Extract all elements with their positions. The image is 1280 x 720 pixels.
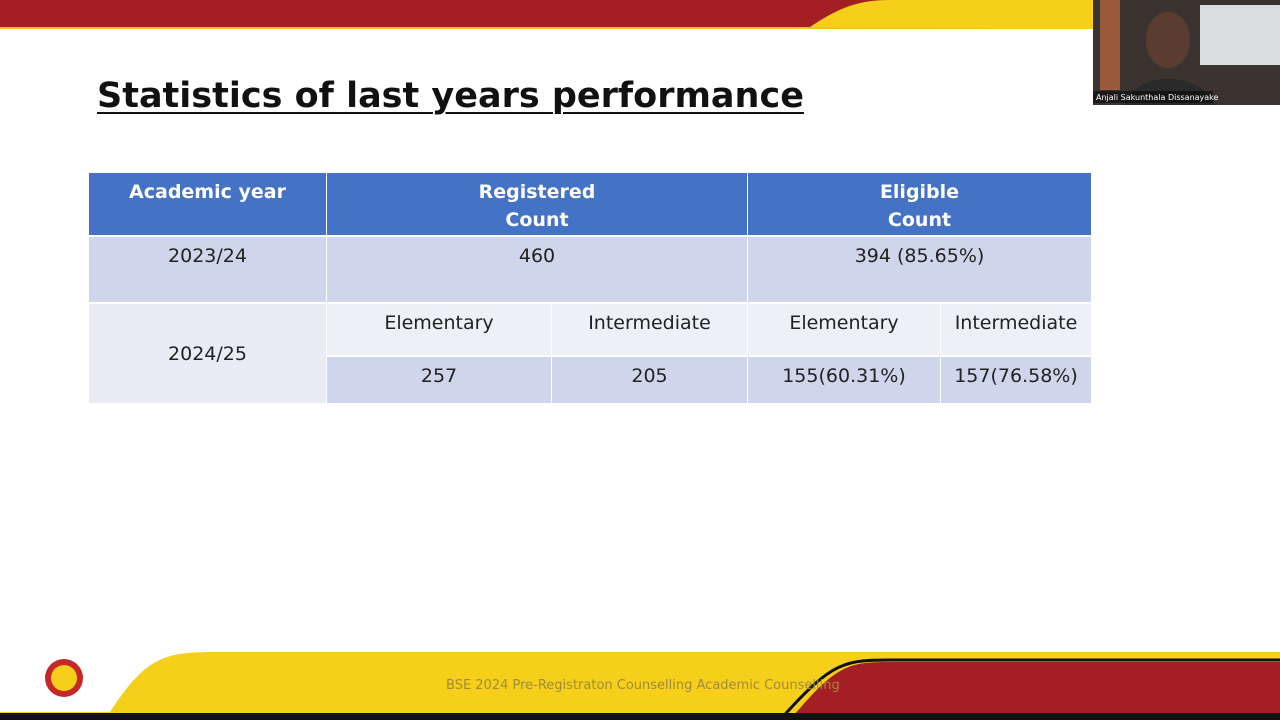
cell: 257 [327, 357, 552, 405]
slide-footer: BSE 2024 Pre-Registraton Counselling Aca… [446, 678, 840, 693]
slide-title: Statistics of last years performance [97, 76, 804, 116]
cell: Elementary [748, 304, 941, 357]
cell: 394 (85.65%) [748, 237, 1092, 304]
header-cell: Registered Count [327, 173, 748, 237]
cell: Intermediate [941, 304, 1092, 357]
cell: Intermediate [552, 304, 748, 357]
header-cell: Academic year [89, 173, 327, 237]
cell: 2023/24 [89, 237, 327, 304]
cell: 157(76.58%) [941, 357, 1092, 405]
cell: 155(60.31%) [748, 357, 941, 405]
cell: Elementary [327, 304, 552, 357]
stats-table: Academic year Registered Count Eligible … [89, 173, 1092, 405]
participant-name: Anjali Sakunthala Dissanayake [1096, 93, 1219, 102]
header-cell: Eligible Count [748, 173, 1092, 237]
cell: 460 [327, 237, 748, 304]
cell: 205 [552, 357, 748, 405]
cell: 2024/25 [89, 304, 327, 405]
